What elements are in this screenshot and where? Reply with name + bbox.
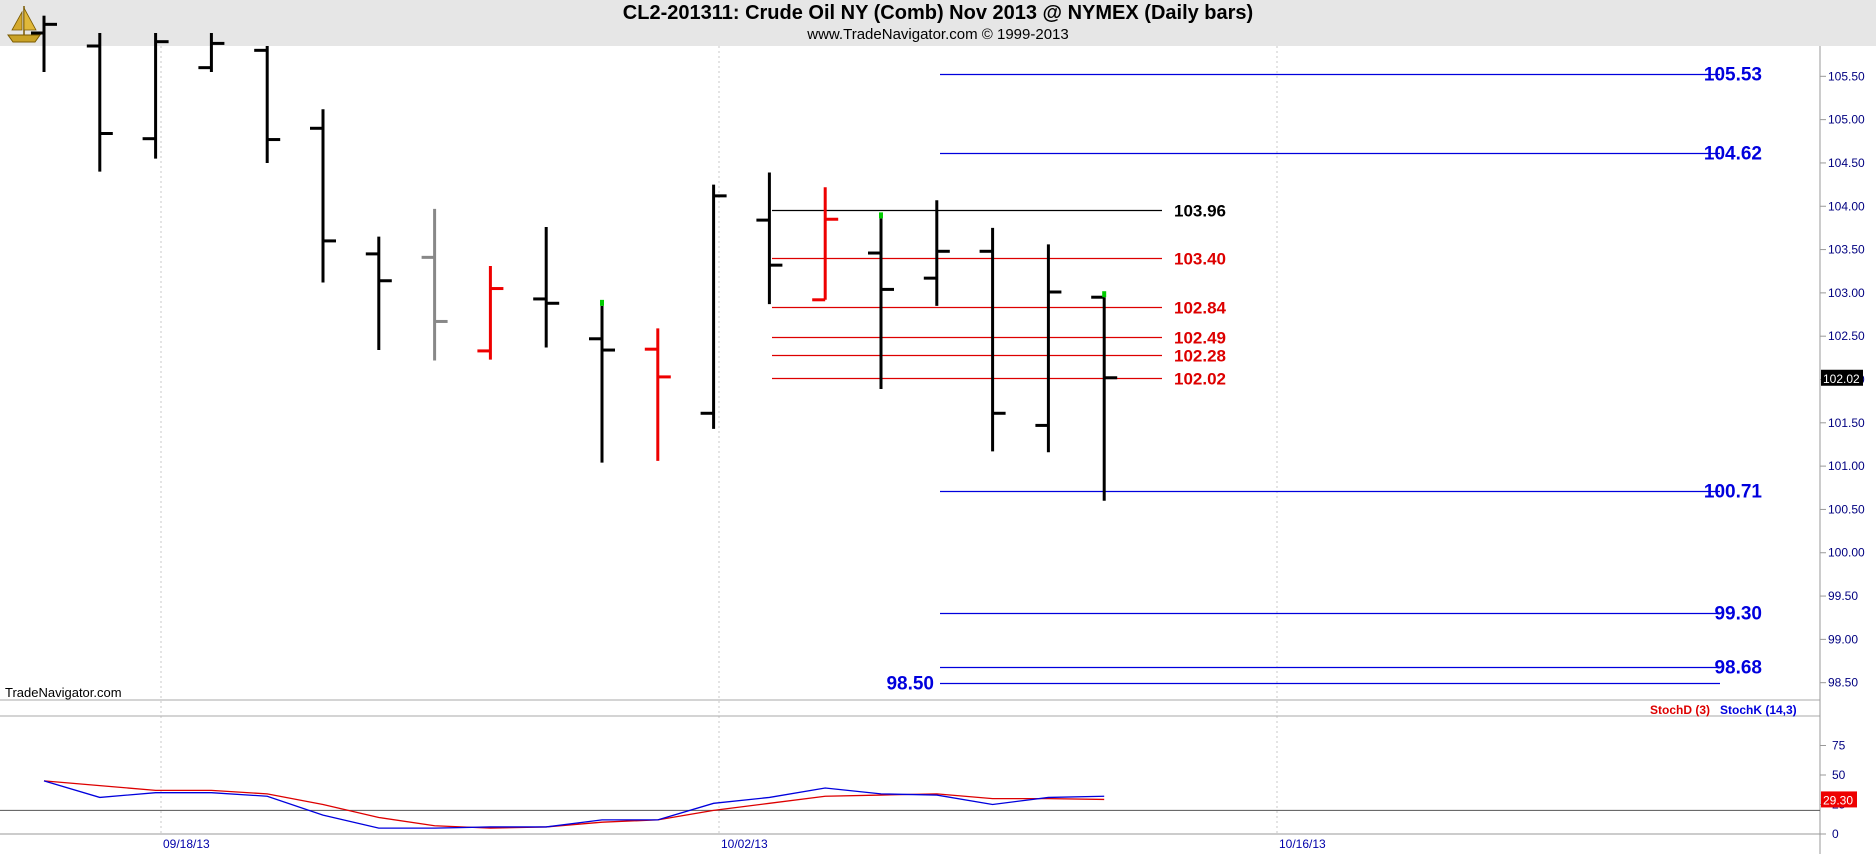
price-tick-label: 101.50 [1828,416,1865,430]
new-high-marker [1102,291,1107,298]
price-tick-label: 100.00 [1828,546,1865,560]
last-price-label: 102.02 [1823,372,1860,386]
stoch-line [43,780,1105,829]
price-tick-label: 99.50 [1828,589,1858,603]
price-tick-label: 98.50 [1828,676,1858,690]
price-tick-label: 102.50 [1828,329,1865,343]
ohlc-bars [31,15,1118,501]
price-tick-label: 105.00 [1828,113,1865,127]
price-tick-label: 103.50 [1828,243,1865,257]
price-axis: 105.50 105.00 104.50 104.00 103.50 103.00 102.… [1820,69,1865,690]
level-label: 98.68 [1714,658,1762,679]
level-label: 102.49 [1174,329,1226,348]
level-label: 104.62 [1704,144,1762,165]
level-label: 103.96 [1174,202,1226,221]
stochd-legend: StochD (3) [1650,703,1710,717]
level-label: 102.02 [1174,370,1226,389]
level-label: 98.50 [886,674,934,695]
date-label: 10/02/13 [721,837,768,851]
chart-header [0,0,1876,46]
date-axis: 09/18/13 10/02/13 10/16/13 [163,837,1326,851]
level-label: 100.71 [1704,482,1763,503]
chart-frame [0,46,1821,854]
level-label: 103.40 [1174,250,1226,269]
level-label: 102.28 [1174,347,1226,366]
price-tick-label: 100.50 [1828,502,1865,516]
price-tick-label: 101.00 [1828,459,1865,473]
stoch-tick-label: 75 [1832,739,1846,753]
price-tick-label: 104.50 [1828,156,1865,170]
grid [160,46,1278,834]
chart-subtitle: www.TradeNavigator.com © 1999-2013 [807,26,1069,43]
watermark: TradeNavigator.com [5,685,122,700]
new-high-marker [879,212,883,219]
stoch-value-label: 29.30 [1823,793,1853,807]
chart-title: CL2-201311: Crude Oil NY (Comb) Nov 2013… [622,2,1254,24]
stochk-legend: StochK (14,3) [1720,703,1797,717]
last-price-tag [1821,369,1863,386]
stoch-tick-label: 0 [1832,827,1839,841]
price-levels: 105.53104.62103.96103.40102.84102.49102.… [772,65,1762,695]
stoch-line [43,780,1105,829]
price-tick-label: 105.50 [1828,69,1865,83]
price-tick-label: 103.00 [1828,286,1865,300]
price-tick-label: 104.00 [1828,199,1865,213]
level-label: 102.84 [1174,299,1227,318]
gold-sailing-ship-icon [7,6,41,43]
level-label: 105.53 [1704,65,1762,86]
stochastic-pane: 755025029.30 [0,739,1857,841]
stoch-tick-label: 50 [1832,768,1846,782]
stoch-value-tag [1821,791,1857,808]
new-high-marker [600,299,604,306]
level-label: 99.30 [1714,604,1762,625]
price-tick-label: 99.00 [1828,632,1858,646]
date-label: 09/18/13 [163,837,210,851]
date-label: 10/16/13 [1279,837,1326,851]
